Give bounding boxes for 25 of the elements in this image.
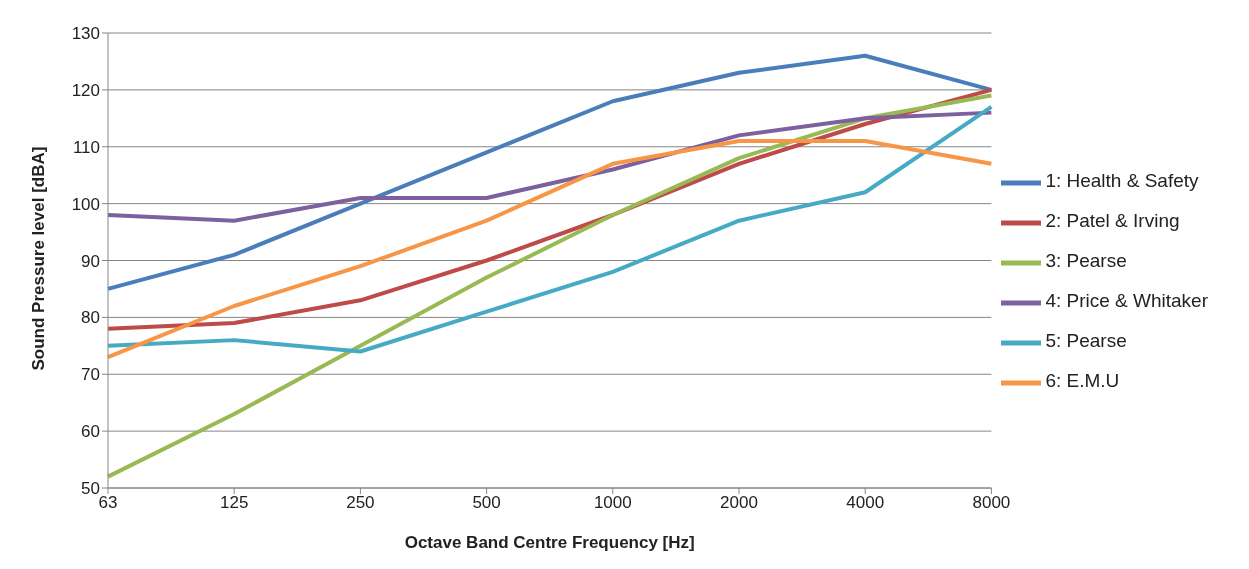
x-tick-label: 125 xyxy=(220,493,249,513)
y-tick-label: 80 xyxy=(81,308,100,328)
legend-label: 5: Pearse xyxy=(1045,330,1127,352)
legend-label: 1: Health & Safety xyxy=(1045,170,1199,192)
legend-label: 4: Price & Whitaker xyxy=(1045,290,1208,312)
x-tick-label: 4000 xyxy=(846,493,885,513)
x-tick-label: 1000 xyxy=(593,493,632,513)
y-tick-label: 90 xyxy=(81,251,100,271)
x-tick-label: 250 xyxy=(346,493,375,513)
y-tick-label: 120 xyxy=(71,80,100,100)
y-axis-title: Sound Pressure level [dBA] xyxy=(29,146,49,371)
y-tick-label: 50 xyxy=(81,479,100,499)
legend-label: 3: Pearse xyxy=(1045,250,1127,272)
x-tick-label: 2000 xyxy=(720,493,758,513)
x-tick-label: 8000 xyxy=(972,493,1011,513)
y-tick-label: 130 xyxy=(71,24,100,44)
legend-label: 6: E.M.U xyxy=(1045,370,1120,392)
y-tick-label: 60 xyxy=(81,422,100,442)
y-tick-label: 100 xyxy=(71,194,100,214)
y-tick-label: 70 xyxy=(81,365,100,385)
legend-label: 2: Patel & Irving xyxy=(1045,210,1180,232)
y-tick-label: 110 xyxy=(72,137,100,157)
x-tick-label: 500 xyxy=(472,493,501,513)
x-tick-label: 63 xyxy=(98,493,118,513)
x-axis-title: Octave Band Centre Frequency [Hz] xyxy=(404,533,695,552)
